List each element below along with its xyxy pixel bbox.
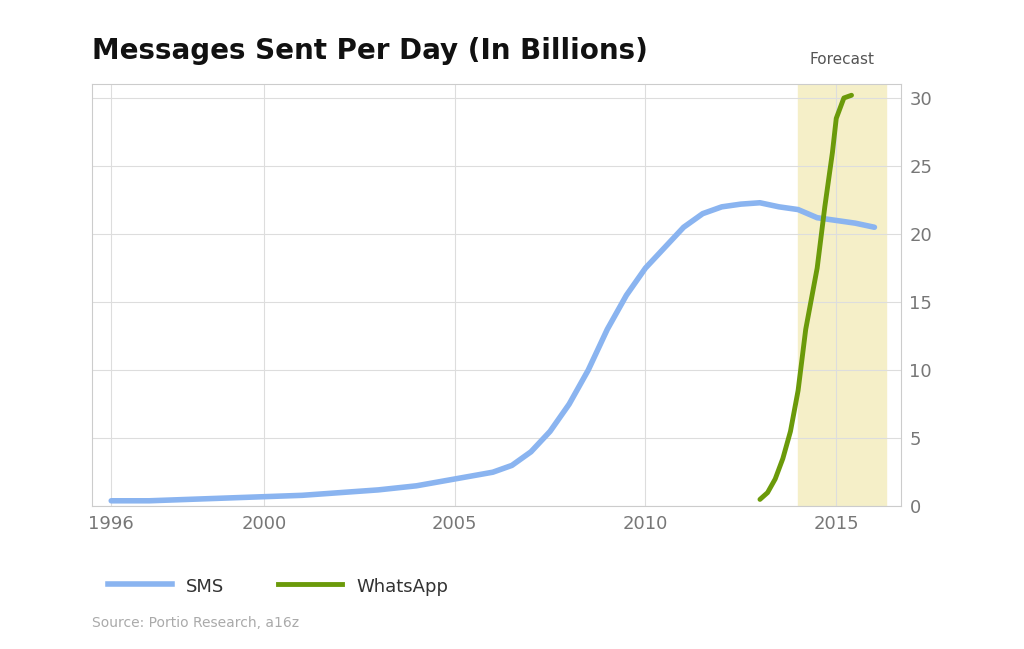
Legend: SMS, WhatsApp: SMS, WhatsApp	[101, 570, 456, 603]
Text: Messages Sent Per Day (In Billions): Messages Sent Per Day (In Billions)	[92, 38, 648, 66]
Text: Source: Portio Research, a16z: Source: Portio Research, a16z	[92, 615, 299, 630]
Text: Forecast: Forecast	[810, 53, 874, 67]
Bar	[798, 84, 886, 506]
